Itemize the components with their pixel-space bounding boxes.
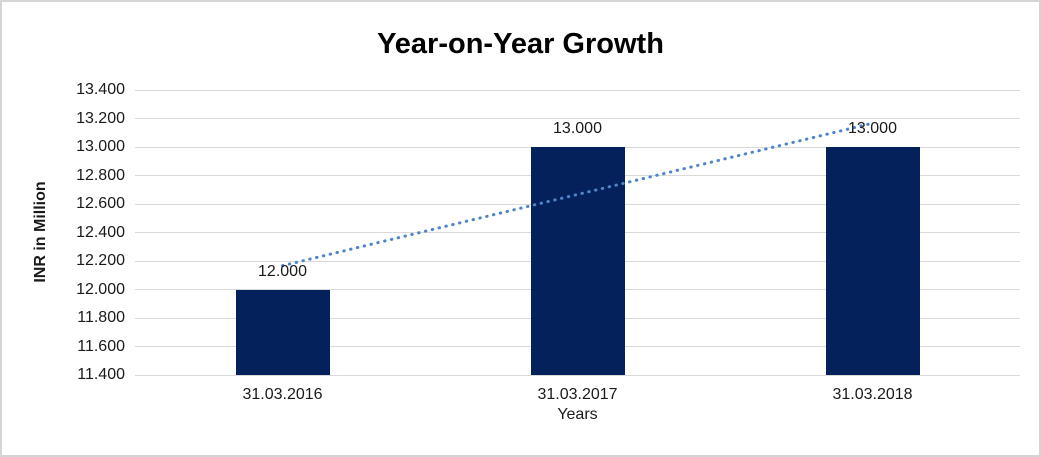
bar-31.03.2018 — [825, 147, 920, 375]
bar-value-label: 13.000 — [553, 120, 602, 137]
gridline — [135, 374, 1020, 376]
x-tick-label: 31.03.2017 — [537, 386, 618, 403]
y-tick-label: 13.200 — [76, 109, 125, 127]
y-tick-label: 12.600 — [76, 195, 125, 212]
y-tick-label: 11.600 — [77, 337, 125, 355]
y-tick-label: 12.000 — [76, 280, 125, 298]
gridline — [135, 118, 1020, 119]
bar-value-label: 12.000 — [258, 262, 307, 280]
bar-31.03.2016 — [235, 289, 330, 375]
x-axis-title: Years — [557, 406, 598, 423]
chart-title: Year-on-Year Growth — [377, 28, 664, 60]
bar-value-label: 13.000 — [848, 120, 897, 137]
y-tick-label: 12.400 — [76, 223, 125, 241]
y-tick-label: 12.200 — [76, 252, 125, 269]
y-tick-label: 13.400 — [76, 81, 125, 98]
x-tick-label: 31.03.2016 — [242, 386, 323, 403]
y-tick-label: 11.400 — [77, 366, 125, 383]
gridline — [135, 89, 1020, 91]
trendline — [281, 121, 874, 268]
plot-area: 12.000 13.000 13.000 31.03.2016 31.03.2017 3… — [135, 89, 1020, 403]
y-tick-label: 11.800 — [77, 309, 125, 326]
trendline-dotted-line — [281, 121, 874, 268]
bar-31.03.2017 — [530, 147, 625, 375]
y-tick-label: 13.000 — [76, 138, 125, 155]
y-tick-label: 12.800 — [76, 166, 125, 184]
x-tick-label: 31.03.2018 — [832, 386, 913, 403]
